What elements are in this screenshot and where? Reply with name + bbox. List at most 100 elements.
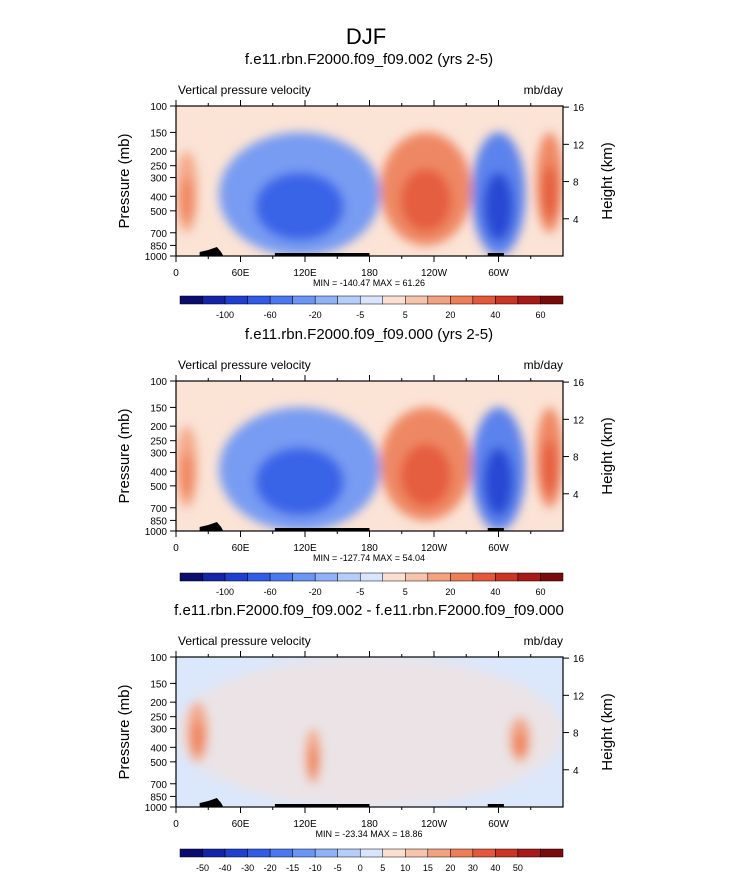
- panel-title: f.e11.rbn.F2000.f09_f09.002 - f.e11.rbn.…: [174, 602, 564, 619]
- colorbar-swatch: [540, 848, 564, 858]
- colorbar-swatch: [450, 572, 474, 582]
- y-tick-label: 100: [150, 653, 167, 664]
- region-core: [191, 721, 204, 755]
- colorbar-swatch: [224, 295, 248, 305]
- field-regions: [176, 132, 563, 256]
- x-tick-label: 60W: [488, 268, 509, 279]
- topography: [274, 804, 370, 807]
- right-axis-label: Height (km): [599, 142, 616, 220]
- colorbar-swatch: [472, 848, 496, 858]
- y-tick-label: 300: [150, 174, 167, 185]
- colorbar-label: 30: [468, 863, 478, 873]
- colorbar-swatch: [179, 295, 203, 305]
- y-tick-label: 850: [150, 516, 167, 527]
- y-tick-label: 1000: [145, 252, 168, 263]
- topography: [199, 247, 224, 256]
- colorbar-swatch: [540, 295, 564, 305]
- topography: [487, 804, 504, 807]
- x-tick-label: 60W: [488, 819, 509, 830]
- y-axis-label: Pressure (mb): [116, 684, 133, 779]
- x-tick-label: 60W: [488, 543, 509, 554]
- x-tick-label: 180: [361, 543, 378, 554]
- colorbar-label: 20: [445, 587, 455, 597]
- colorbar-swatch: [292, 295, 316, 305]
- colorbar-label: -50: [196, 863, 209, 873]
- height-tick-label: 16: [573, 103, 585, 114]
- height-tick-label: 4: [573, 490, 579, 501]
- y-tick-label: 500: [150, 207, 167, 218]
- colorbar-swatch: [337, 848, 361, 858]
- x-tick-label: 60E: [232, 543, 250, 554]
- y-tick-label: 250: [150, 437, 167, 448]
- height-tick-label: 12: [573, 415, 585, 426]
- colorbar-label: -10: [309, 863, 322, 873]
- colorbar-label: -20: [309, 587, 322, 597]
- colorbar-label: 5: [403, 587, 408, 597]
- colorbar-swatch: [269, 295, 293, 305]
- colorbar-swatch: [337, 572, 361, 582]
- colorbar-label: -20: [309, 310, 322, 320]
- region-core: [542, 440, 557, 496]
- y-tick-label: 700: [150, 229, 167, 240]
- x-tick-label: 180: [361, 819, 378, 830]
- y-axis-label: Pressure (mb): [116, 133, 133, 228]
- panel-right-string: mb/day: [524, 634, 563, 648]
- topography: [199, 522, 224, 531]
- figure-title: DJF: [346, 24, 386, 49]
- y-tick-label: 250: [150, 162, 167, 173]
- colorbar-label: 5: [380, 863, 385, 873]
- height-tick-label: 8: [573, 178, 579, 189]
- height-tick-label: 4: [573, 215, 579, 226]
- field-regions: [176, 657, 563, 807]
- colorbar-label: 20: [445, 863, 455, 873]
- colorbar-swatch: [427, 295, 451, 305]
- y-tick-label: 150: [150, 679, 167, 690]
- height-tick-label: 4: [573, 766, 579, 777]
- colorbar-label: -40: [219, 863, 232, 873]
- colorbar-swatch: [450, 848, 474, 858]
- y-tick-label: 500: [150, 758, 167, 769]
- colorbar-swatch: [179, 572, 203, 582]
- colorbar-swatch: [314, 572, 338, 582]
- height-tick-label: 12: [573, 140, 585, 151]
- colorbar-label: 20: [445, 310, 455, 320]
- colorbar-swatch: [495, 572, 519, 582]
- colorbar-swatch: [202, 572, 226, 582]
- height-tick-label: 16: [573, 654, 585, 665]
- colorbar-label: 40: [490, 587, 500, 597]
- chart-panel-3: f.e11.rbn.F2000.f09_f09.002 - f.e11.rbn.…: [116, 602, 616, 873]
- x-tick-label: 120E: [293, 819, 317, 830]
- min-max-stats: MIN = -140.47 MAX = 61.26: [313, 278, 425, 288]
- colorbar-swatch: [337, 295, 361, 305]
- topography: [274, 253, 370, 256]
- colorbar-label: -100: [216, 310, 234, 320]
- colorbar-label: -20: [264, 863, 277, 873]
- colorbar-swatch: [224, 572, 248, 582]
- colorbar-swatch: [517, 848, 541, 858]
- colorbar-label: 60: [535, 310, 545, 320]
- field-regions: [176, 407, 563, 531]
- colorbar-label: 50: [513, 863, 523, 873]
- colorbar-swatch: [314, 295, 338, 305]
- colorbar-label: -60: [264, 587, 277, 597]
- y-tick-label: 200: [150, 147, 167, 158]
- contour-field: [176, 381, 563, 531]
- topography: [487, 528, 504, 531]
- y-tick-label: 150: [150, 403, 167, 414]
- y-tick-label: 400: [150, 743, 167, 754]
- y-tick-label: 300: [150, 725, 167, 736]
- panel-title: f.e11.rbn.F2000.f09_f09.002 (yrs 2-5): [245, 51, 493, 68]
- height-tick-label: 8: [573, 729, 579, 740]
- x-tick-label: 60E: [232, 819, 250, 830]
- colorbar-swatch: [495, 848, 519, 858]
- y-tick-label: 850: [150, 792, 167, 803]
- region-core: [483, 172, 514, 241]
- colorbar-swatch: [517, 295, 541, 305]
- x-tick-label: 0: [173, 268, 179, 279]
- colorbar-swatch: [292, 572, 316, 582]
- colorbar-swatch: [472, 572, 496, 582]
- colorbar-label: 0: [358, 863, 363, 873]
- colorbar-swatch: [247, 848, 271, 858]
- chart-panel-1: f.e11.rbn.F2000.f09_f09.002 (yrs 2-5) Ver…: [116, 51, 616, 320]
- colorbar-swatch: [495, 295, 519, 305]
